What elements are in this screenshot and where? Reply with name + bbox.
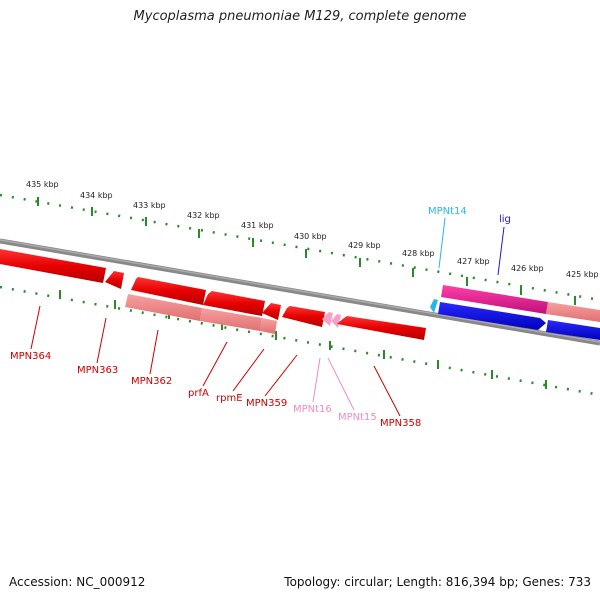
scale-label: 425 kbp xyxy=(566,270,599,279)
gene-label[interactable]: MPN364 xyxy=(10,351,51,362)
scale-label: 428 kbp xyxy=(402,249,435,258)
cds-light-3[interactable] xyxy=(260,318,277,334)
gene-label[interactable]: MPN359 xyxy=(246,398,287,409)
leader-line xyxy=(327,357,355,411)
topology-summary: Topology: circular; Length: 816,394 bp; … xyxy=(284,575,591,589)
leader-lines xyxy=(30,217,505,417)
accession-text: Accession: NC_000912 xyxy=(9,575,146,589)
gene-label[interactable]: MPNt15 xyxy=(338,412,377,423)
cds-mpn359[interactable] xyxy=(282,306,325,327)
gene-label[interactable]: MPN358 xyxy=(380,418,421,429)
gene-label[interactable]: MPN363 xyxy=(77,365,118,376)
gene-label[interactable]: MPNt14 xyxy=(428,206,467,217)
cds-light-right[interactable] xyxy=(546,302,600,322)
scale-labels: 435 kbp 434 kbp 433 kbp 432 kbp 431 kbp 430 k… xyxy=(26,180,599,279)
cds-mpn362[interactable] xyxy=(131,277,206,305)
cds-rpme[interactable] xyxy=(262,303,281,320)
scale-label: 434 kbp xyxy=(80,191,113,200)
leader-line xyxy=(30,305,41,350)
cds-light-1[interactable] xyxy=(125,294,202,321)
cds-mpn363[interactable] xyxy=(105,271,124,289)
scale-label: 429 kbp xyxy=(348,241,381,250)
major-ticks xyxy=(37,197,576,389)
leader-line xyxy=(438,217,446,269)
trna-mpnt15[interactable] xyxy=(331,314,341,328)
genome-backbone xyxy=(0,238,600,346)
cds-prfa[interactable] xyxy=(203,291,265,316)
cds-light-2[interactable] xyxy=(200,308,262,331)
gene-labels: MPN364 MPN363 MPN362 prfA rpmE MPN359 MPNt16 MP… xyxy=(10,206,511,429)
gene-label[interactable]: lig xyxy=(499,214,511,225)
map-title: Mycoplasma pneumoniae M129, complete gen… xyxy=(133,9,467,24)
scale-label: 433 kbp xyxy=(133,201,166,210)
gene-label[interactable]: MPNt16 xyxy=(293,404,332,415)
cds-blue-right[interactable] xyxy=(546,320,600,340)
leader-line xyxy=(202,341,228,387)
gene-label[interactable]: rpmE xyxy=(216,393,243,404)
feature-track xyxy=(0,249,600,340)
scale-label: 427 kbp xyxy=(457,257,490,266)
leader-line xyxy=(312,357,321,403)
leader-line xyxy=(96,317,107,364)
cds-mpn364[interactable] xyxy=(0,249,106,283)
outer-tick-row xyxy=(0,193,600,302)
scale-label: 431 kbp xyxy=(241,221,274,230)
cds-lig[interactable] xyxy=(438,302,546,330)
gene-label[interactable]: prfA xyxy=(188,388,209,399)
cds-magenta[interactable] xyxy=(441,285,548,314)
leader-line xyxy=(149,329,159,375)
scale-label: 426 kbp xyxy=(511,264,544,273)
leader-line xyxy=(497,226,505,276)
leader-line xyxy=(373,365,401,417)
scale-label: 430 kbp xyxy=(294,232,327,241)
trna-mpnt14[interactable] xyxy=(430,299,438,313)
cds-mpn358[interactable] xyxy=(337,316,426,340)
scale-label: 435 kbp xyxy=(26,180,59,189)
leader-line xyxy=(232,348,265,392)
gene-label[interactable]: MPN362 xyxy=(131,376,172,387)
scale-label: 432 kbp xyxy=(187,211,220,220)
trna-mpnt16[interactable] xyxy=(322,312,333,326)
leader-line xyxy=(264,354,298,397)
